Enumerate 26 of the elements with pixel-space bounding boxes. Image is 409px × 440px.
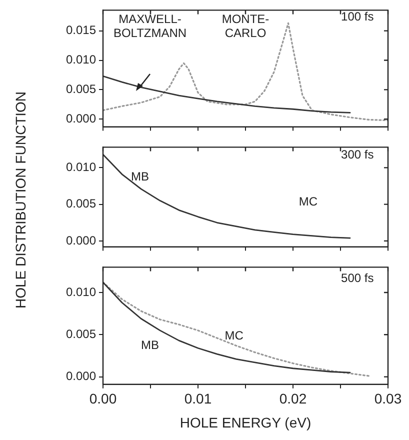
y-tick-label: 0.000 [66, 369, 96, 384]
line-series [103, 22, 388, 122]
x-tick-label: 0.01 [184, 390, 212, 407]
annotation: 300 fs [341, 147, 374, 162]
annotation: 100 fs [341, 10, 374, 24]
x-axis-title: HOLE ENERGY (eV) [180, 414, 312, 430]
x-tick-label: 0.00 [89, 390, 117, 407]
y-tick-label: 0.000 [66, 233, 96, 248]
annotation: MAXWELL- BOLTZMANN [113, 12, 187, 40]
y-tick-label: 0.015 [66, 23, 96, 38]
annotation: MB [141, 338, 160, 352]
annotation: MC [224, 328, 244, 343]
annotation: MONTE- CARLO [222, 12, 270, 40]
y-tick-label: 0.005 [66, 82, 96, 96]
y-tick-label: 0.010 [66, 160, 96, 174]
y-tick-label: 0.005 [66, 326, 96, 341]
annotation: 500 fs [341, 271, 374, 286]
y-axis-title: HOLE DISTRIBUTION FUNCTION [12, 91, 28, 309]
y-tick-label: 0.010 [66, 284, 96, 299]
y-tick-label: 0.005 [66, 196, 96, 211]
x-tick-label: 0.03 [374, 390, 402, 407]
annotation: MB [131, 169, 150, 184]
y-tick-label: 0.000 [66, 111, 96, 126]
y-tick-label: 0.010 [66, 52, 96, 67]
x-tick-label: 0.02 [279, 390, 307, 407]
annotation: MC [298, 194, 318, 208]
